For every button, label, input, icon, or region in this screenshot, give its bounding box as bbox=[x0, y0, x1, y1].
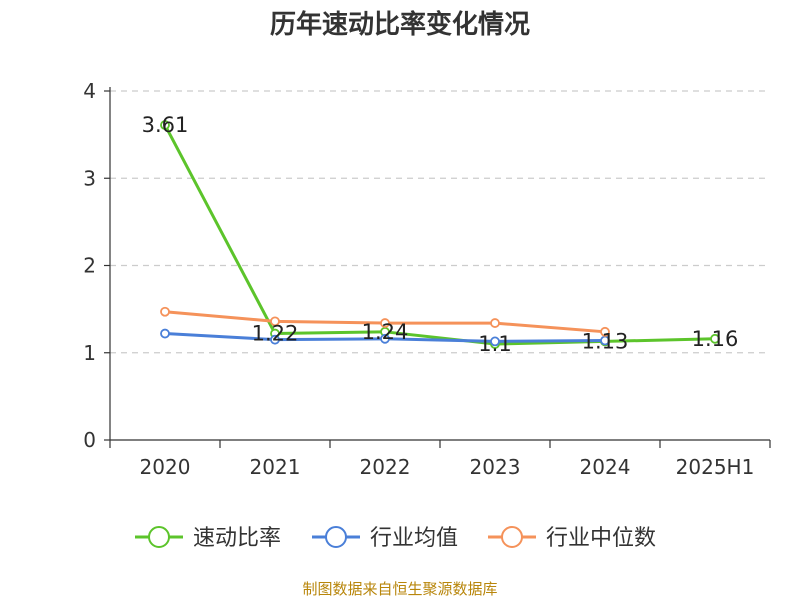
chart-title: 历年速动比率变化情况 bbox=[269, 10, 530, 40]
data-point bbox=[380, 318, 390, 328]
data-label: 1.22 bbox=[252, 322, 299, 346]
data-point bbox=[270, 334, 280, 345]
x-tick-label: 2021 bbox=[250, 455, 301, 479]
x-tick-label: 2024 bbox=[580, 455, 631, 479]
data-label: 1.24 bbox=[362, 320, 409, 344]
data-label-layer: 3.61 1.22 1.24 1.1 1.13 1.16 bbox=[142, 113, 739, 356]
axis-layer: 0 1 2 3 4 2020 2021 2022 2023 2024 2025H1 bbox=[83, 79, 771, 479]
data-point bbox=[160, 328, 170, 339]
series-layer bbox=[160, 120, 720, 349]
data-point bbox=[710, 333, 720, 344]
data-point bbox=[160, 306, 170, 317]
y-tick-label: 3 bbox=[83, 166, 96, 190]
legend-marker-icon bbox=[325, 526, 347, 548]
series-line bbox=[163, 124, 716, 346]
data-label: 3.61 bbox=[142, 113, 189, 137]
legend-label[interactable]: 行业均值 bbox=[370, 526, 458, 551]
x-tick-label: 2025H1 bbox=[676, 455, 755, 479]
x-tick-label: 2020 bbox=[140, 455, 191, 479]
legend: 速动比率 行业均值 行业中位数 bbox=[135, 526, 656, 551]
y-tick-label: 0 bbox=[83, 428, 96, 452]
legend-marker-icon bbox=[501, 526, 523, 548]
x-tick-label: 2023 bbox=[470, 455, 521, 479]
data-point bbox=[600, 326, 610, 337]
y-tick-label: 4 bbox=[83, 79, 96, 103]
legend-label[interactable]: 速动比率 bbox=[193, 526, 281, 551]
data-label: 1.1 bbox=[478, 332, 511, 356]
data-point bbox=[270, 316, 280, 327]
legend-marker-icon bbox=[148, 526, 170, 548]
data-point bbox=[160, 120, 170, 130]
data-label: 1.13 bbox=[582, 329, 629, 353]
source-note: 制图数据来自恒生聚源数据库 bbox=[302, 580, 498, 598]
y-tick-label: 2 bbox=[83, 254, 96, 278]
data-point bbox=[490, 318, 500, 328]
data-point bbox=[490, 336, 500, 347]
data-point bbox=[380, 333, 390, 344]
legend-label[interactable]: 行业中位数 bbox=[546, 526, 656, 551]
data-label: 1.16 bbox=[692, 327, 739, 351]
grid-layer bbox=[110, 90, 770, 354]
x-tick-label: 2022 bbox=[360, 455, 411, 479]
y-tick-label: 1 bbox=[83, 341, 96, 365]
